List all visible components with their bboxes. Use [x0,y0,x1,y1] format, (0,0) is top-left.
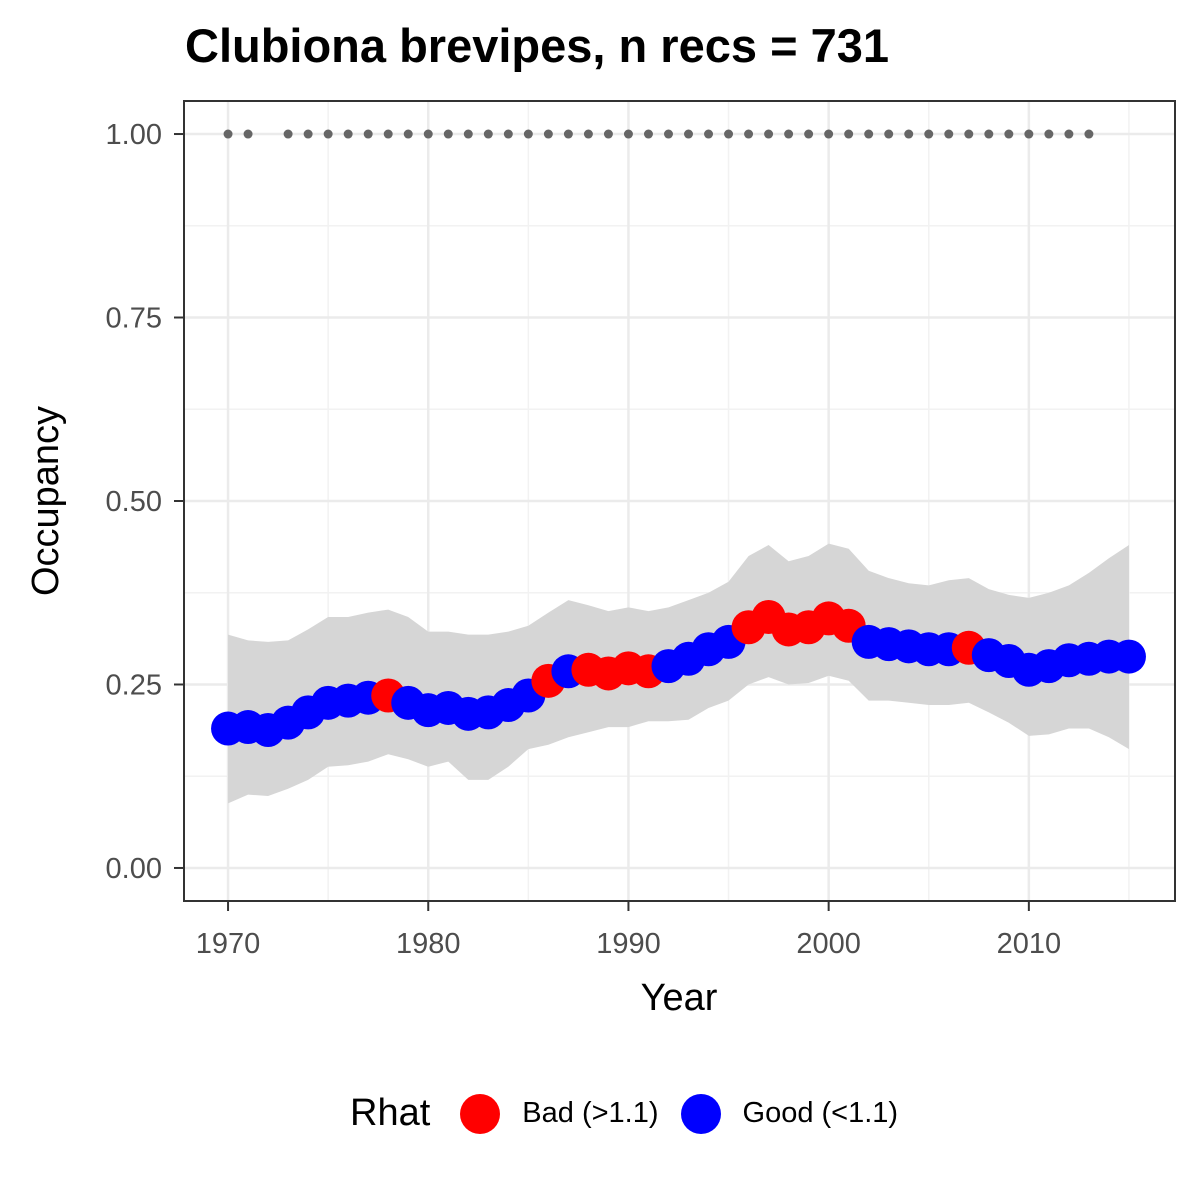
record-dot [363,129,373,139]
records-dots-layer [223,129,1094,139]
record-dot [864,129,874,139]
y-axis: 0.00 0.25 0.50 0.75 1.00 [106,119,183,885]
record-dot [543,129,553,139]
record-dot [964,129,974,139]
occupancy-points-layer [211,599,1146,747]
record-dot [824,129,834,139]
record-dot [1084,129,1094,139]
record-dot [583,129,593,139]
record-dot [483,129,493,139]
record-dot [423,129,433,139]
record-dot [283,129,293,139]
legend-label-good: Good (<1.1) [742,1097,899,1129]
record-dot [463,129,473,139]
record-dot [844,129,854,139]
record-dot [403,129,413,139]
record-dot [924,129,934,139]
record-dot [744,129,754,139]
record-dot [503,129,513,139]
record-dot [663,129,673,139]
record-dot [623,129,633,139]
record-dot [884,129,894,139]
record-dot [523,129,533,139]
record-dot [643,129,653,139]
legend-key-bad [460,1093,501,1134]
record-dot [383,129,393,139]
record-dot [904,129,914,139]
x-tick-label: 2000 [796,928,861,960]
legend-title: Rhat [350,1092,431,1134]
record-dot [563,129,573,139]
minor-gridlines [184,101,1175,901]
record-dot [1064,129,1074,139]
x-tick-label: 1970 [196,928,261,960]
x-tick-label: 1990 [596,928,661,960]
x-tick-label: 2010 [997,928,1062,960]
record-dot [303,129,313,139]
record-dot [784,129,794,139]
x-tick-label: 1980 [396,928,461,960]
record-dot [944,129,954,139]
record-dot [603,129,613,139]
record-dot [704,129,714,139]
legend-key-good [680,1093,721,1134]
record-dot [323,129,333,139]
record-dot [1024,129,1034,139]
record-dot [1044,129,1054,139]
record-dot [1004,129,1014,139]
y-tick-label: 1.00 [106,119,162,151]
y-tick-label: 0.25 [106,669,162,701]
y-tick-label: 0.00 [106,853,162,885]
y-tick-label: 0.50 [106,486,162,518]
record-dot [343,129,353,139]
x-axis: 1970 1980 1990 2000 2010 [196,902,1061,960]
legend-label-bad: Bad (>1.1) [522,1097,659,1129]
occupancy-point-good [1111,639,1146,674]
record-dot [804,129,814,139]
record-dot [764,129,774,139]
record-dot [443,129,453,139]
record-dot [684,129,694,139]
plot-panel-border [183,100,1176,902]
record-dot [243,129,253,139]
chart-title: Clubiona brevipes, n recs = 731 [185,19,889,72]
x-axis-title: Year [641,977,718,1019]
y-tick-label: 0.75 [106,303,162,335]
y-axis-title: Occupancy [25,406,67,596]
legend: Rhat Bad (>1.1) Good (<1.1) [350,1092,920,1135]
record-dot [984,129,994,139]
record-dot [223,129,233,139]
record-dot [724,129,734,139]
